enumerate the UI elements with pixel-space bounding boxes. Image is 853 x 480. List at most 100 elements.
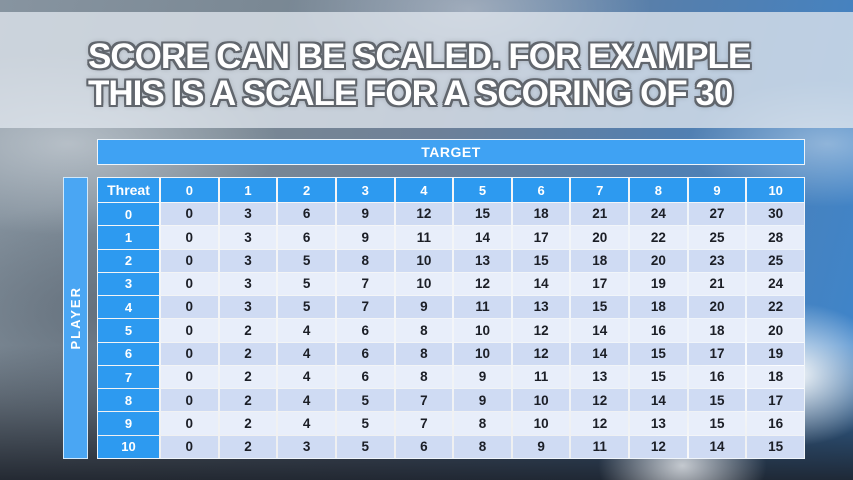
score-cell: 8 (336, 249, 394, 272)
score-cell: 13 (512, 296, 570, 319)
score-cell: 8 (395, 365, 453, 389)
target-col-header-cell: 4 (395, 178, 453, 202)
score-table: Threat 0 1 2 3 4 5 6 7 8 9 10 0 0 3 6 9 12 15 18 21 24 27 30 1 0… (97, 177, 805, 459)
score-cell: 4 (278, 412, 335, 435)
score-cell: 12 (512, 319, 570, 342)
score-cell: 14 (571, 342, 629, 365)
score-cell: 11 (395, 226, 453, 249)
score-cell: 24 (630, 203, 687, 226)
target-col-header-cell: 7 (571, 178, 629, 202)
target-col-header-cell: 8 (630, 178, 687, 202)
score-cell: 5 (336, 412, 394, 435)
score-cell: 5 (278, 249, 335, 272)
score-cell: 17 (688, 342, 746, 365)
threat-row-header-cell: 10 (98, 435, 159, 458)
score-cell: 0 (161, 435, 218, 458)
score-cell: 3 (219, 249, 277, 272)
score-cell: 10 (395, 272, 453, 296)
score-cell: 2 (219, 389, 277, 412)
score-cell: 24 (747, 272, 804, 296)
score-cell: 12 (512, 342, 570, 365)
score-cell: 22 (630, 226, 687, 249)
score-cell: 15 (630, 365, 687, 389)
player-header-bar: PLAYER (63, 177, 88, 459)
score-cell: 4 (278, 342, 335, 365)
score-cell: 15 (688, 389, 746, 412)
score-cell: 8 (454, 412, 511, 435)
target-label: TARGET (421, 144, 481, 160)
score-cell: 22 (747, 296, 804, 319)
score-cell: 0 (161, 296, 218, 319)
threat-row-header-cell: 6 (98, 342, 159, 365)
score-cell: 7 (336, 296, 394, 319)
score-cell: 12 (454, 272, 511, 296)
score-cell: 0 (161, 319, 218, 342)
score-cell: 28 (747, 226, 804, 249)
target-col-header-cell: 10 (747, 178, 804, 202)
score-cell: 18 (747, 365, 804, 389)
score-cell: 15 (571, 296, 629, 319)
score-cell: 3 (219, 226, 277, 249)
score-cell: 6 (336, 319, 394, 342)
score-cell: 10 (512, 412, 570, 435)
score-cell: 15 (512, 249, 570, 272)
score-cell: 21 (688, 272, 746, 296)
threat-row-header-cell: 8 (98, 389, 159, 412)
score-cell: 2 (219, 319, 277, 342)
score-cell: 9 (336, 203, 394, 226)
score-cell: 13 (630, 412, 687, 435)
score-cell: 13 (454, 249, 511, 272)
score-cell: 18 (630, 296, 687, 319)
score-cell: 8 (395, 319, 453, 342)
score-cell: 0 (161, 365, 218, 389)
score-cell: 12 (630, 435, 687, 458)
score-cell: 25 (747, 249, 804, 272)
score-cell: 7 (336, 272, 394, 296)
score-cell: 14 (571, 319, 629, 342)
score-cell: 6 (336, 342, 394, 365)
target-col-header-cell: 9 (688, 178, 746, 202)
score-cell: 12 (571, 412, 629, 435)
score-cell: 12 (571, 389, 629, 412)
score-cell: 19 (747, 342, 804, 365)
score-cell: 0 (161, 203, 218, 226)
threat-row-header-cell: 7 (98, 365, 159, 389)
score-cell: 13 (571, 365, 629, 389)
slide-title: SCORE CAN BE SCALED. FOR EXAMPLE THIS IS… (88, 38, 751, 113)
score-cell: 5 (278, 296, 335, 319)
title-line-2: THIS IS A SCALE FOR A SCORING OF 30 (88, 74, 733, 113)
score-cell: 20 (571, 226, 629, 249)
score-cell: 0 (161, 389, 218, 412)
score-cell: 14 (688, 435, 746, 458)
score-cell: 21 (571, 203, 629, 226)
threat-row-header-cell: 5 (98, 319, 159, 342)
score-cell: 15 (747, 435, 804, 458)
score-cell: 8 (395, 342, 453, 365)
score-cell: 2 (219, 412, 277, 435)
score-cell: 0 (161, 249, 218, 272)
score-cell: 17 (747, 389, 804, 412)
score-cell: 10 (454, 319, 511, 342)
score-cell: 14 (512, 272, 570, 296)
score-cell: 7 (395, 389, 453, 412)
score-cell: 25 (688, 226, 746, 249)
score-cell: 15 (454, 203, 511, 226)
score-cell: 3 (219, 272, 277, 296)
score-cell: 16 (688, 365, 746, 389)
score-cell: 8 (454, 435, 511, 458)
score-cell: 20 (630, 249, 687, 272)
score-cell: 0 (161, 412, 218, 435)
score-cell: 19 (630, 272, 687, 296)
score-cell: 9 (395, 296, 453, 319)
score-cell: 3 (219, 203, 277, 226)
score-cell: 15 (630, 342, 687, 365)
score-cell: 11 (454, 296, 511, 319)
score-cell: 9 (336, 226, 394, 249)
score-cell: 16 (630, 319, 687, 342)
target-col-header-cell: 0 (161, 178, 218, 202)
threat-row-header-cell: 9 (98, 412, 159, 435)
score-cell: 17 (571, 272, 629, 296)
score-cell: 23 (688, 249, 746, 272)
score-cell: 2 (219, 365, 277, 389)
threat-row-header-cell: 4 (98, 296, 159, 319)
